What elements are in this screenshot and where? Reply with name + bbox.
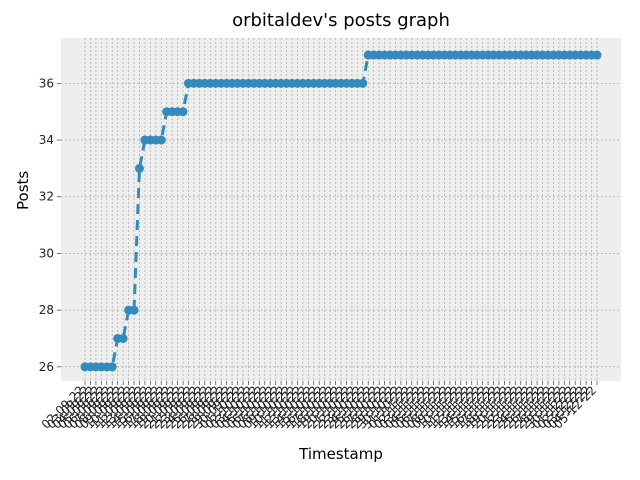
grid-lines: [61, 38, 621, 381]
y-tick-label: 36: [39, 76, 54, 90]
y-tick-label: 32: [39, 190, 54, 204]
series-layer: [80, 50, 602, 372]
data-point: [129, 305, 139, 315]
x-axis-label: Timestamp: [299, 445, 383, 463]
y-axis-label: Posts: [14, 170, 32, 210]
data-point: [156, 135, 166, 145]
y-tick-label: 34: [39, 133, 54, 147]
data-point: [134, 163, 144, 173]
chart-title: orbitaldev's posts graph: [232, 10, 450, 31]
x-axis: 02-09-2203-09-2204-09-2205-09-2206-09-22…: [39, 381, 599, 432]
y-tick-label: 28: [39, 303, 54, 317]
y-tick-label: 30: [39, 246, 54, 260]
y-tick-label: 26: [39, 360, 54, 374]
data-point: [592, 50, 602, 60]
data-point: [107, 362, 117, 372]
data-point: [118, 333, 128, 343]
plot-area: [61, 38, 621, 381]
data-point: [358, 78, 368, 88]
y-axis: 26 28 30 32 34 36: [39, 76, 61, 374]
data-point: [178, 107, 188, 117]
